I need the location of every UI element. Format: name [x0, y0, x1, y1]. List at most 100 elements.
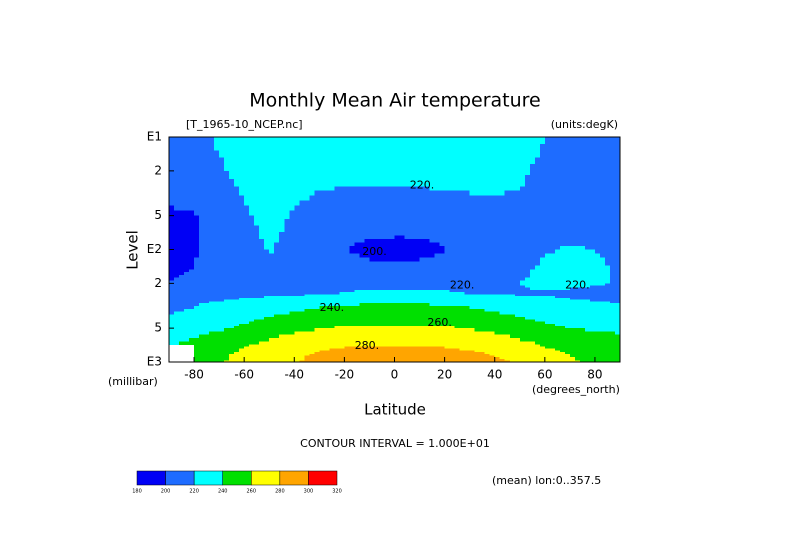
contour-cell: [424, 205, 431, 212]
contour-cell: [169, 215, 175, 220]
contour-cell: [529, 200, 536, 207]
contour-cell: [514, 305, 521, 310]
contour-cell: [459, 303, 466, 307]
contour-cell: [539, 277, 546, 282]
contour-cell: [424, 157, 431, 165]
contour-cell: [564, 311, 571, 316]
contour-cell: [464, 215, 471, 220]
contour-cell: [554, 285, 561, 289]
contour-cell: [274, 205, 280, 212]
contour-cell: [329, 200, 335, 207]
contour-cell: [194, 305, 200, 310]
contour-cell: [614, 239, 621, 244]
contour-cell: [374, 294, 381, 297]
contour-cell: [424, 246, 431, 251]
contour-cell: [429, 314, 436, 318]
contour-cell: [549, 210, 556, 217]
contour-cell: [584, 253, 591, 259]
contour-cell: [254, 289, 260, 293]
contour-cell: [579, 249, 586, 255]
contour-cell: [524, 297, 531, 301]
contour-cell: [429, 294, 436, 297]
contour-cell: [559, 303, 566, 307]
contour-cell: [209, 296, 215, 299]
contour-cell: [544, 301, 551, 304]
contour-cell: [279, 285, 285, 289]
contour-cell: [364, 249, 371, 255]
contour-cell: [179, 222, 185, 227]
contour-cell: [274, 222, 280, 227]
contour-cell: [229, 205, 235, 212]
contour-cell: [324, 235, 330, 240]
contour-cell: [604, 289, 611, 293]
contour-cell: [319, 137, 325, 145]
contour-cell: [409, 195, 416, 202]
contour-cell: [379, 285, 386, 289]
contour-cell: [439, 239, 446, 244]
contour-cell: [569, 261, 576, 266]
contour-cell: [299, 301, 305, 304]
contour-cell: [409, 253, 416, 259]
contour-cell: [209, 280, 215, 284]
contour-cell: [514, 283, 521, 287]
contour-cell: [209, 297, 215, 301]
contour-cell: [539, 305, 546, 310]
contour-cell: [474, 308, 481, 313]
contour-cell: [404, 317, 411, 321]
contour-cell: [524, 285, 531, 289]
contour-cell: [254, 225, 260, 230]
contour-cell: [554, 218, 561, 223]
contour-cell: [544, 311, 551, 316]
contour-cell: [559, 143, 566, 152]
contour-cell: [189, 274, 195, 279]
contour-cell: [179, 150, 185, 158]
contour-cell: [439, 186, 446, 192]
contour-cell: [464, 253, 471, 259]
contour-cell: [194, 292, 200, 295]
contour-cell: [294, 215, 300, 220]
contour-cell: [339, 289, 345, 293]
contour-cell: [544, 272, 551, 276]
contour-cell: [364, 311, 371, 316]
contour-cell: [499, 174, 506, 180]
contour-cell: [339, 200, 345, 207]
contour-cell: [364, 277, 371, 282]
contour-cell: [459, 186, 466, 192]
contour-cell: [549, 164, 556, 172]
contour-cell: [429, 280, 436, 284]
contour-cell: [364, 232, 371, 237]
contour-cell: [314, 303, 320, 307]
contour-cell: [239, 239, 245, 244]
contour-cell: [419, 190, 426, 197]
contour-cell: [349, 299, 356, 302]
contour-cell: [209, 232, 215, 237]
contour-cell: [599, 280, 606, 284]
contour-cell: [509, 274, 516, 279]
contour-cell: [564, 228, 571, 233]
contour-cell: [544, 289, 551, 293]
contour-cell: [419, 294, 426, 297]
contour-cell: [354, 190, 361, 197]
contour-cell: [304, 157, 310, 165]
contour-cell: [464, 218, 471, 223]
contour-cell: [414, 274, 421, 279]
contour-cell: [364, 195, 371, 202]
contour-cell: [584, 195, 591, 202]
contour-cell: [354, 272, 361, 276]
contour-cell: [464, 150, 471, 158]
contour-cell: [169, 143, 175, 152]
contour-cell: [334, 195, 340, 202]
contour-cell: [424, 289, 431, 293]
contour-cell: [419, 296, 426, 299]
contour-cell: [489, 303, 496, 307]
contour-cell: [424, 182, 431, 188]
contour-cell: [519, 296, 526, 299]
contour-cell: [559, 321, 566, 325]
contour-cell: [459, 174, 466, 180]
contour-cell: [549, 182, 556, 188]
contour-cell: [529, 321, 536, 325]
contour-cell: [364, 178, 371, 184]
contour-cell: [534, 285, 541, 289]
contour-cell: [414, 261, 421, 266]
contour-cell: [204, 272, 210, 276]
